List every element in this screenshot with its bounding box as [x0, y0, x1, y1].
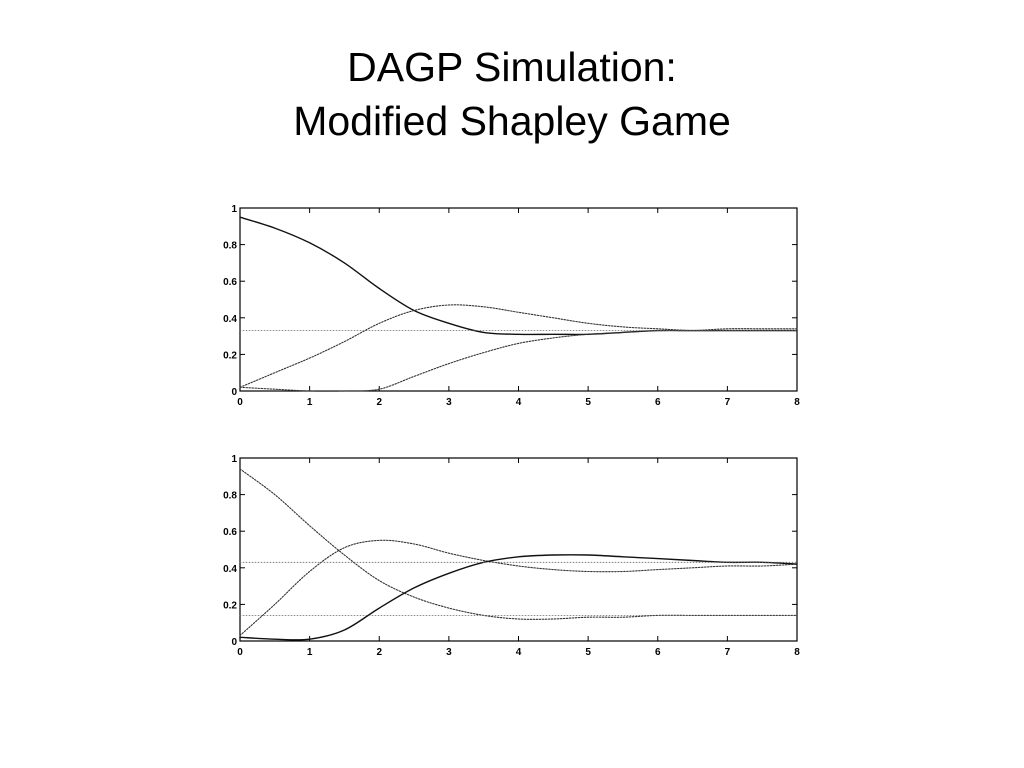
- x-tick-label: 4: [516, 397, 522, 408]
- y-tick-label: 0.4: [223, 564, 237, 575]
- x-tick-label: 3: [446, 647, 452, 658]
- x-tick-label: 6: [655, 397, 661, 408]
- x-tick-label: 0: [237, 397, 243, 408]
- x-tick-label: 0: [237, 647, 243, 658]
- x-tick-label: 5: [585, 397, 591, 408]
- y-tick-label: 0.8: [223, 491, 237, 502]
- plot-frame: [239, 207, 798, 392]
- y-tick-label: 0.2: [223, 350, 237, 361]
- x-tick-label: 2: [376, 647, 382, 658]
- x-tick-label: 3: [446, 397, 452, 408]
- series-line-1: [239, 216, 798, 336]
- x-tick-label: 8: [794, 647, 800, 658]
- x-tick-label: 6: [655, 647, 661, 658]
- x-tick-label: 2: [376, 397, 382, 408]
- y-tick-label: 1: [231, 204, 237, 215]
- y-tick-label: 0: [231, 637, 237, 648]
- x-tick-label: 4: [516, 647, 522, 658]
- y-tick-label: 0.8: [223, 241, 237, 252]
- series-line-3: [239, 328, 798, 392]
- y-tick-label: 0.6: [223, 527, 237, 538]
- chart-2: 0 1 2 3 4 5 6 7 8 0 0.2 0.4 0.6 0.8 1: [223, 454, 800, 658]
- y-tick-label: 0: [231, 387, 237, 398]
- y-tick-label: 0.6: [223, 277, 237, 288]
- y-tick-label: 0.2: [223, 600, 237, 611]
- series-line-2: [239, 304, 798, 388]
- slide-title: DAGP Simulation: Modified Shapley Game: [0, 40, 1024, 148]
- y-tick-label: 1: [231, 454, 237, 465]
- x-tick-label: 8: [794, 397, 800, 408]
- slide-title-line1: DAGP Simulation:: [347, 44, 677, 90]
- chart-1: 0 1 2 3 4 5 6 7 8 0 0.2 0.4 0.6 0.8 1: [223, 204, 800, 408]
- x-tick-label: 7: [725, 647, 731, 658]
- y-tick-label: 0.4: [223, 314, 237, 325]
- x-tick-label: 1: [307, 647, 313, 658]
- slide-title-line2: Modified Shapley Game: [293, 98, 731, 144]
- plot-frame: [239, 457, 798, 642]
- x-tick-label: 5: [585, 647, 591, 658]
- series-line-3: [239, 554, 798, 641]
- series-line-2: [239, 539, 798, 637]
- x-tick-label: 1: [307, 397, 313, 408]
- series-line-1: [239, 468, 798, 620]
- x-tick-label: 7: [725, 397, 731, 408]
